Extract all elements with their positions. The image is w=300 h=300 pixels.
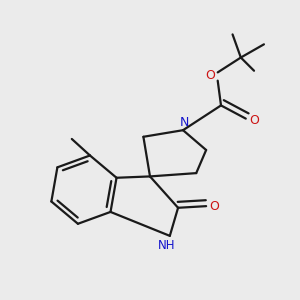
Text: O: O <box>206 69 215 82</box>
Text: NH: NH <box>158 238 175 252</box>
Text: O: O <box>209 200 219 213</box>
Text: N: N <box>180 116 189 129</box>
Text: O: O <box>249 114 259 127</box>
